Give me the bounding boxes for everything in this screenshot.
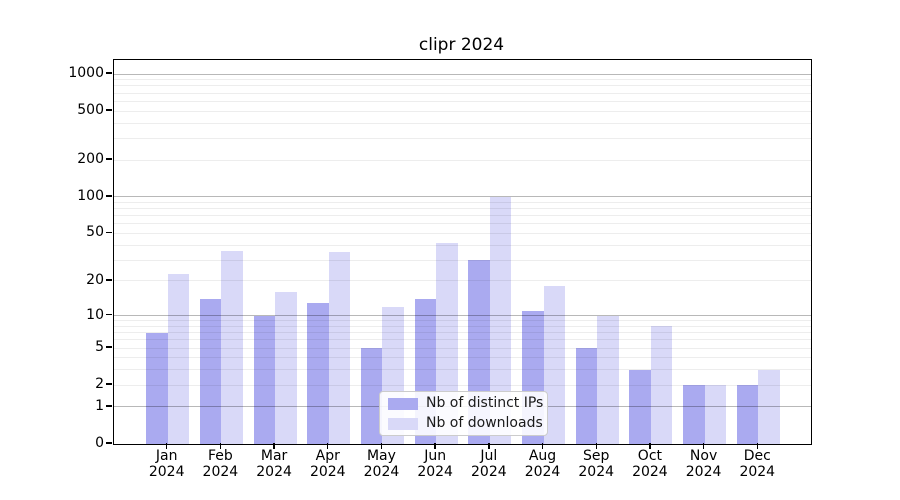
- bar-nb-of-downloads-nov: [704, 385, 727, 444]
- bar-nb-of-downloads-jul: [489, 196, 512, 444]
- legend-label-distinct-ips: Nb of distinct IPs: [426, 395, 544, 411]
- gridline-major-100: [114, 196, 811, 198]
- bar-nb-of-distinct-ips-mar: [253, 315, 276, 444]
- y-axis-label-0: 0: [95, 435, 104, 451]
- y-axis-label-100: 100: [77, 187, 104, 204]
- gridline-minor-900: [114, 79, 811, 81]
- x-axis-tick-dec: [756, 443, 758, 449]
- y-axis-tick-200: [106, 158, 112, 160]
- gridline-minor-400: [114, 122, 811, 124]
- bar-nb-of-distinct-ips-sep: [575, 348, 598, 444]
- x-axis-label-mar: Mar 2024: [256, 448, 292, 480]
- bar-nb-of-distinct-ips-nov: [683, 385, 705, 444]
- bar-nb-of-downloads-mar: [275, 292, 297, 444]
- x-axis-tick-aug: [541, 443, 544, 449]
- bar-nb-of-distinct-ips-apr: [307, 302, 329, 444]
- legend-swatch-downloads: [388, 417, 418, 430]
- y-axis-label-1: 1: [95, 397, 104, 414]
- y-axis-tick-5: [106, 346, 112, 348]
- x-axis-tick-jul: [488, 443, 490, 449]
- bar-nb-of-downloads-jan: [167, 273, 190, 444]
- x-axis-label-jul: Jul 2024: [471, 448, 507, 480]
- bar-nb-of-distinct-ips-jan: [146, 332, 168, 444]
- gridline-minor-50: [114, 232, 811, 234]
- x-axis-label-may: May 2024: [363, 448, 400, 480]
- y-axis-label-50: 50: [86, 224, 104, 241]
- bar-nb-of-downloads-aug: [543, 286, 566, 444]
- x-axis-label-feb: Feb 2024: [202, 448, 239, 480]
- bar-nb-of-downloads-oct: [650, 326, 673, 444]
- y-axis-tick-1: [106, 405, 112, 407]
- x-axis-tick-nov: [702, 443, 705, 449]
- y-axis-tick-100: [106, 195, 112, 197]
- x-axis-label-nov: Nov 2024: [685, 448, 722, 480]
- y-axis-tick-10: [106, 313, 112, 316]
- x-axis-label-sep: Sep 2024: [578, 448, 615, 480]
- gridline-minor-200: [114, 159, 811, 161]
- gridline-minor-30: [114, 259, 811, 261]
- gridline-minor-700: [114, 92, 811, 94]
- bar-nb-of-distinct-ips-dec: [736, 385, 759, 444]
- gridline-minor-90: [114, 201, 811, 203]
- legend-label-downloads: Nb of downloads: [426, 415, 543, 431]
- bar-nb-of-distinct-ips-may: [360, 348, 383, 444]
- x-axis-tick-oct: [649, 443, 651, 449]
- x-axis-label-apr: Apr 2024: [309, 448, 346, 480]
- y-axis-label-1000: 1000: [68, 65, 104, 82]
- legend: Nb of distinct IPs Nb of downloads: [379, 391, 548, 436]
- legend-item-distinct-ips: Nb of distinct IPs: [388, 396, 543, 411]
- x-axis-tick-feb: [219, 443, 222, 449]
- gridline-minor-40: [114, 244, 811, 246]
- x-axis-label-aug: Aug 2024: [524, 448, 561, 480]
- y-axis-tick-1000: [106, 72, 112, 74]
- x-axis-label-jan: Jan 2024: [148, 448, 185, 480]
- bar-nb-of-distinct-ips-feb: [199, 298, 222, 444]
- x-axis-tick-jun: [434, 443, 436, 449]
- x-axis-tick-mar: [273, 443, 275, 449]
- x-axis-tick-sep: [595, 443, 597, 449]
- gridline-minor-800: [114, 85, 811, 87]
- gridline-minor-70: [114, 215, 811, 217]
- y-axis-label-10: 10: [86, 306, 104, 323]
- y-axis-tick-2: [106, 383, 112, 385]
- x-axis-tick-may: [380, 443, 383, 449]
- y-axis-tick-20: [106, 279, 112, 281]
- y-axis-label-5: 5: [95, 339, 104, 356]
- gridline-minor-600: [114, 100, 811, 102]
- y-axis-tick-0: [106, 442, 112, 444]
- legend-item-downloads: Nb of downloads: [388, 416, 543, 431]
- bar-nb-of-downloads-sep: [597, 315, 619, 444]
- gridline-minor-20: [114, 280, 811, 282]
- legend-swatch-distinct-ips: [388, 397, 418, 410]
- gridline-major-1000: [114, 73, 811, 75]
- bar-nb-of-downloads-feb: [221, 250, 243, 444]
- x-axis-tick-jan: [166, 443, 168, 449]
- gridline-minor-300: [114, 137, 811, 139]
- bar-nb-of-distinct-ips-oct: [629, 369, 651, 444]
- x-axis-label-jun: Jun 2024: [417, 448, 453, 480]
- chart-title: clipr 2024: [418, 35, 505, 55]
- gridline-minor-500: [114, 110, 811, 112]
- bar-nb-of-downloads-apr: [328, 252, 351, 444]
- gridline-minor-80: [114, 208, 811, 210]
- y-axis-label-500: 500: [77, 102, 104, 119]
- y-axis-label-200: 200: [77, 151, 104, 167]
- x-axis-label-oct: Oct 2024: [632, 448, 668, 480]
- plot-area: Nb of distinct IPs Nb of downloads: [113, 59, 812, 445]
- y-axis-tick-50: [106, 231, 112, 234]
- x-axis-tick-apr: [327, 443, 329, 449]
- y-axis-tick-500: [106, 109, 112, 111]
- bar-nb-of-downloads-dec: [758, 369, 780, 444]
- x-axis-label-dec: Dec 2024: [739, 448, 776, 480]
- y-axis-label-20: 20: [86, 271, 104, 288]
- gridline-minor-60: [114, 223, 811, 225]
- y-axis-label-2: 2: [95, 376, 104, 393]
